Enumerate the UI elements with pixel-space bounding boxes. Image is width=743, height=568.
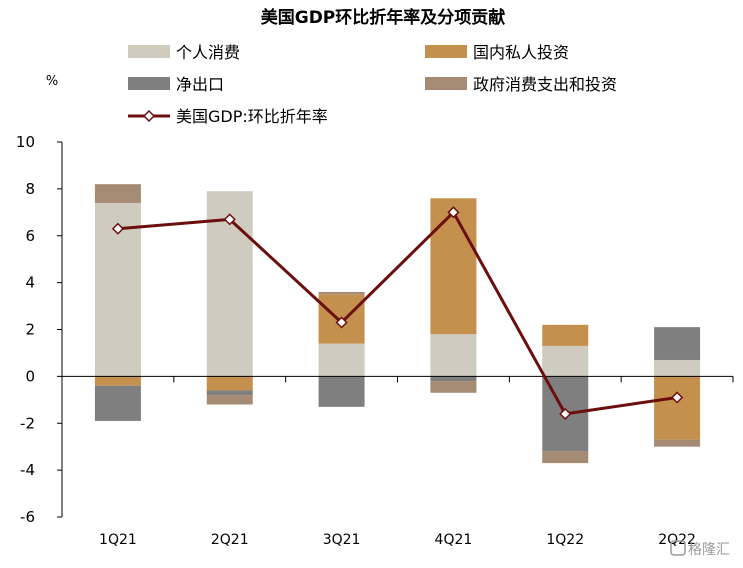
gdp-point-1q21 [111, 222, 124, 235]
x-tick-label: 2Q22 [658, 532, 696, 548]
legend-label: 国内私人投资 [473, 43, 569, 62]
y-tick-label: 2 [25, 321, 35, 339]
gdp-line-series [117, 210, 678, 416]
bar-1q21-series-3 [94, 184, 141, 203]
legend-diamond-marker [142, 109, 156, 123]
bar-2q21-series-2 [206, 390, 253, 396]
bar-3q21-series-3 [318, 292, 365, 295]
bar-3q21-series-2 [318, 376, 365, 407]
y-axis-unit-label: % [46, 74, 58, 89]
bar-1q22-series-0 [542, 345, 589, 377]
legend-label: 政府消费支出和投资 [473, 75, 617, 94]
watermark-text: 格隆汇 [688, 542, 730, 558]
gdp-point-2q21 [223, 213, 236, 226]
bar-1q22-series-3 [542, 451, 589, 464]
y-tick-label: -4 [20, 461, 35, 479]
bar-3q21-series-0 [318, 343, 365, 377]
legend-swatch-1 [425, 45, 467, 58]
plot-area: -6 -4 -2 0 2 4 6 8 10 1Q21 2Q21 3Q21 4Q21 1Q22 2Q22 [16, 133, 734, 548]
legend-swatch-3 [425, 77, 467, 90]
bar-2q22-series-0 [654, 359, 701, 377]
bar-1q21-series-1 [94, 376, 141, 386]
x-tick-label: 2Q21 [211, 532, 249, 548]
watermark-logo-icon [670, 540, 686, 556]
x-tick-label: 3Q21 [323, 532, 361, 548]
bar-2q21-series-1 [206, 376, 253, 391]
bar-2q22-series-1 [654, 376, 701, 440]
y-tick-label: 8 [25, 180, 35, 198]
bar-4q21-series-0 [430, 334, 477, 377]
y-tick-label: 4 [25, 274, 35, 292]
x-tick-label: 1Q21 [99, 532, 137, 548]
gdp-point-1q22 [559, 407, 572, 420]
legend-label: 个人消费 [176, 43, 240, 62]
bar-4q21-series-2 [430, 376, 477, 382]
bar-1q22-series-1 [542, 324, 589, 346]
gdp-point-2q22 [671, 391, 684, 404]
gdp-point-4q21 [447, 206, 460, 219]
bar-1q21-series-2 [94, 385, 141, 421]
y-tick-label: 10 [16, 133, 35, 151]
legend-swatch-2 [128, 77, 170, 90]
bar-2q22-series-3 [654, 439, 701, 447]
y-tick-label: -2 [20, 414, 35, 432]
watermark: 格隆汇 [670, 540, 730, 558]
y-tick-label: 0 [25, 367, 35, 385]
legend-label: 美国GDP:环比折年率 [176, 107, 328, 126]
x-tick-label: 1Q22 [546, 532, 584, 548]
bar-2q21-series-3 [206, 395, 253, 405]
bar-2q22-series-2 [654, 327, 701, 360]
legend-swatch-0 [128, 45, 170, 58]
gdp-point-3q21 [335, 316, 348, 329]
x-tick-label: 4Q21 [435, 532, 473, 548]
bar-4q21-series-1 [430, 198, 477, 335]
chart-title: 美国GDP环比折年率及分项贡献 [261, 7, 506, 28]
y-tick-label: 6 [25, 227, 35, 245]
y-tick-label: -6 [20, 508, 35, 526]
legend-label: 净出口 [176, 75, 224, 94]
bar-4q21-series-3 [430, 381, 477, 393]
